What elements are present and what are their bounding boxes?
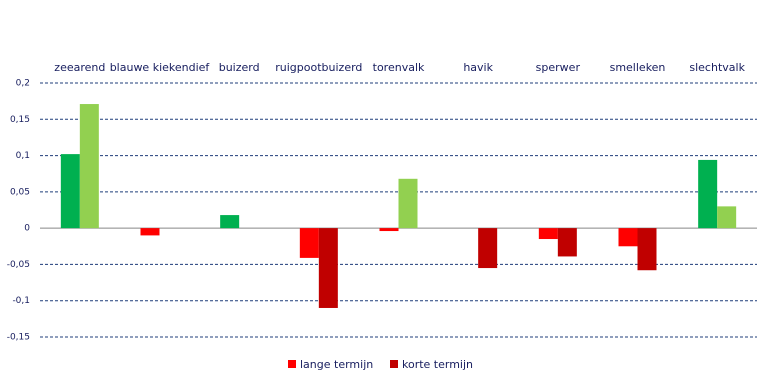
- bar: [318, 228, 338, 308]
- y-tick-label: -0,15: [7, 333, 30, 343]
- category-label: smelleken: [610, 61, 666, 74]
- legend-label: lange termijn: [300, 358, 373, 371]
- bar: [618, 228, 638, 247]
- bar: [717, 206, 737, 229]
- bar: [79, 104, 99, 229]
- bar: [379, 228, 399, 232]
- bar: [398, 178, 418, 229]
- bar: [637, 228, 657, 271]
- y-tick-label: 0,05: [10, 187, 30, 197]
- bar: [538, 228, 558, 240]
- category-label: buizerd: [219, 61, 260, 74]
- category-label: havik: [463, 61, 493, 74]
- y-tick-label: 0,2: [16, 79, 30, 89]
- category-label: torenvalk: [373, 61, 425, 74]
- bar: [557, 228, 577, 257]
- category-label: sperwer: [536, 61, 581, 74]
- y-tick-label: 0: [24, 224, 30, 234]
- y-tick-label: 0,15: [10, 115, 30, 125]
- legend-swatch: [390, 360, 398, 368]
- category-label: ruigpootbuizerd: [275, 61, 362, 74]
- y-tick-label: 0,1: [16, 151, 30, 161]
- category-label: slechtvalk: [689, 61, 745, 74]
- bar: [140, 228, 160, 236]
- bar: [60, 154, 80, 229]
- y-tick-label: -0,1: [12, 296, 30, 306]
- category-label: blauwe kiekendief: [110, 61, 211, 74]
- y-tick-label: -0,05: [7, 260, 30, 270]
- bar: [478, 228, 498, 269]
- bar: [299, 228, 319, 258]
- legend-label: korte termijn: [402, 358, 473, 371]
- bar: [220, 215, 240, 229]
- category-label: zeearend: [54, 61, 105, 74]
- bar: [698, 159, 718, 229]
- legend-swatch: [288, 360, 296, 368]
